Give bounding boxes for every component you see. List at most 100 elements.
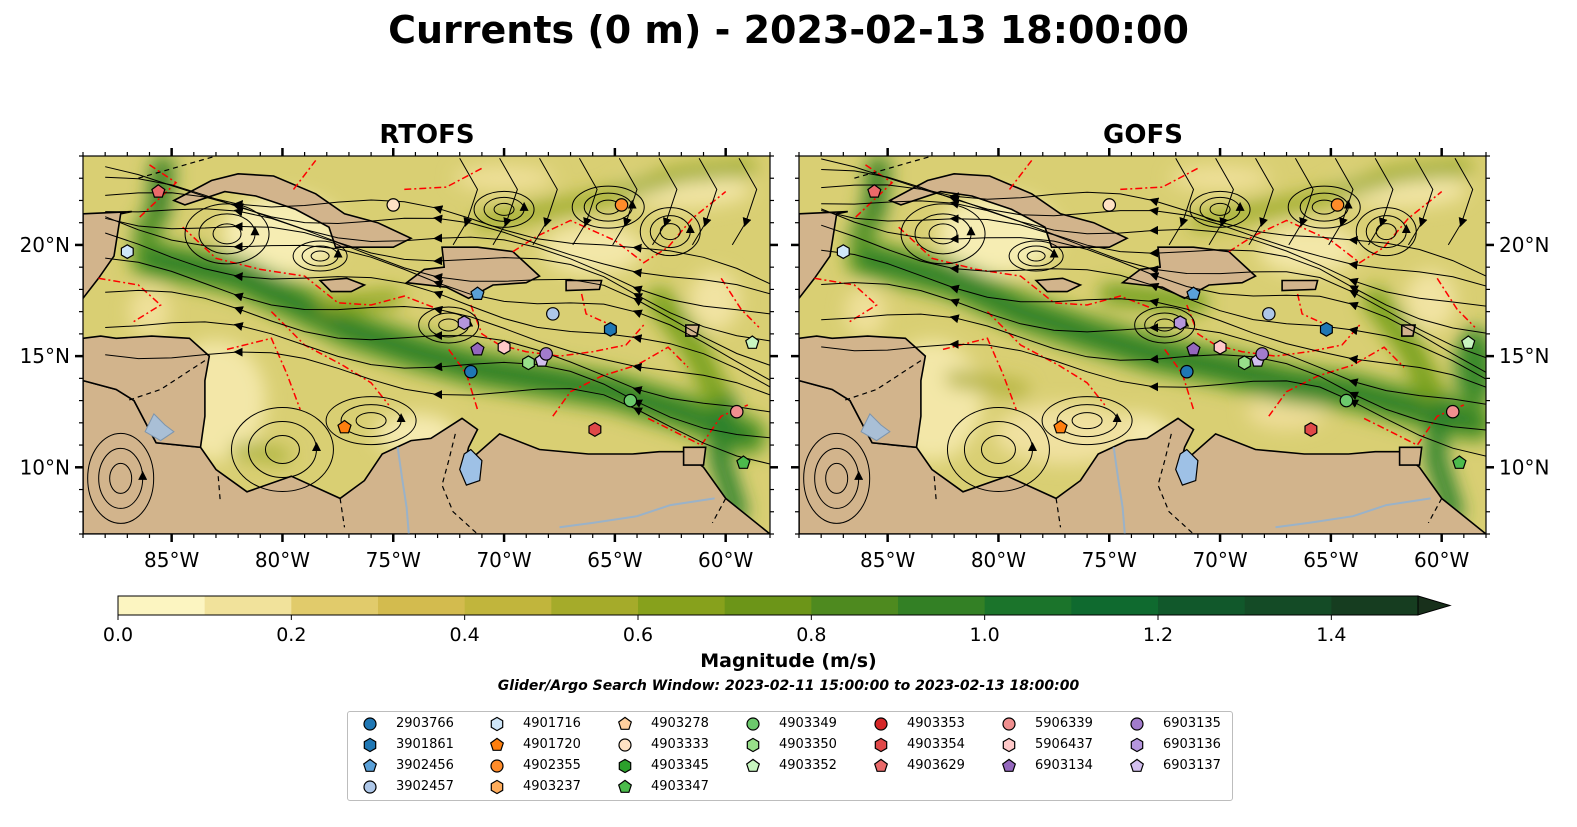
eez-boundary xyxy=(898,226,1150,308)
hexagon-marker-icon xyxy=(874,737,888,753)
rtofs-map-panel: 85°W 80°W 75°W 70°W 65°W 60°W 20°N 15°N 10°N xyxy=(20,148,778,572)
eez-boundary xyxy=(720,277,760,328)
pentagon-marker-icon xyxy=(873,758,889,772)
lon-tick-label: 85°W xyxy=(860,548,915,572)
legend-label: 6903137 xyxy=(1163,758,1221,773)
legend-label: 3902456 xyxy=(396,758,454,773)
float-marker-4903333 xyxy=(1102,198,1117,212)
float-marker-4903350 xyxy=(522,355,535,371)
legend-marker xyxy=(362,758,378,772)
pentagon-marker-icon xyxy=(745,758,761,772)
trinidad xyxy=(682,446,707,466)
legend-label: 4903349 xyxy=(779,716,837,731)
rtofs-panel-title: RTOFS xyxy=(379,120,475,150)
lon-tick-label: 85°W xyxy=(144,548,199,572)
eez-boundary xyxy=(404,166,485,191)
legend-label: 4903352 xyxy=(779,758,837,773)
float-marker-4901716 xyxy=(836,244,850,260)
lon-tick-label: 65°W xyxy=(587,548,642,572)
colorbar: 0.0 0.2 0.4 0.6 0.8 1.0 1.2 1.4 xyxy=(103,595,1452,646)
lon-tick-label: 80°W xyxy=(971,548,1026,572)
map-frame xyxy=(82,155,771,535)
legend-marker xyxy=(745,758,761,772)
float-marker-4903629 xyxy=(151,184,166,198)
lat-tick-label: 10°N xyxy=(1499,455,1549,479)
legend-marker xyxy=(490,716,504,732)
float-marker-3901861 xyxy=(603,321,617,337)
float-marker-3902457 xyxy=(1262,307,1276,321)
colorbar-segment xyxy=(898,596,986,615)
legend-marker xyxy=(1130,737,1144,753)
legend-marker xyxy=(363,737,377,753)
lon-tick-label: 60°W xyxy=(698,548,753,572)
eez-boundary xyxy=(1296,293,1323,324)
legend-label: 4901720 xyxy=(523,737,581,752)
colorbar-tick-label: 1.2 xyxy=(1143,624,1173,646)
legend-label: 3902457 xyxy=(396,779,454,794)
lon-tick-label: 65°W xyxy=(1303,548,1358,572)
legend-label: 4903333 xyxy=(651,737,709,752)
pentagon-marker-icon xyxy=(489,737,505,751)
guadeloupe xyxy=(1401,324,1417,337)
legend-label: 4903353 xyxy=(907,716,965,731)
eez-boundary xyxy=(1436,277,1476,328)
legend-label: 6903136 xyxy=(1163,737,1221,752)
colorbar-segment xyxy=(118,596,206,615)
lon-tick-label: 75°W xyxy=(366,548,421,572)
legend-label: 5906437 xyxy=(1035,737,1093,752)
lon-tick-label: 80°W xyxy=(255,548,310,572)
legend-label: 3901861 xyxy=(396,737,454,752)
eez-boundary xyxy=(512,191,727,264)
float-marker-4901720 xyxy=(337,419,352,434)
colorbar-frame xyxy=(117,595,1419,616)
colorbar-segment xyxy=(1331,596,1419,615)
colorbar-tick-label: 0.8 xyxy=(796,624,826,646)
eez-boundary xyxy=(814,277,878,324)
colorbar-label: Magnitude (m/s) xyxy=(700,650,877,672)
legend-marker xyxy=(617,779,633,793)
colorbar-segment xyxy=(984,596,1072,615)
map-frame xyxy=(798,155,1487,535)
eez-boundary xyxy=(226,337,301,410)
colorbar-segment xyxy=(811,596,899,615)
legend-label: 4903345 xyxy=(651,758,709,773)
float-marker-5906339 xyxy=(729,404,744,419)
float-marker-5906437 xyxy=(497,339,511,355)
legend-label: 4903354 xyxy=(907,737,965,752)
eez-boundary xyxy=(1268,346,1405,417)
legend-marker xyxy=(1001,758,1017,772)
float-marker-4903347 xyxy=(1452,455,1467,469)
jamaica xyxy=(1034,277,1083,293)
eez-boundary xyxy=(1008,159,1033,190)
jamaica xyxy=(318,277,367,293)
legend-label: 5906339 xyxy=(1035,716,1093,731)
pentagon-marker-icon xyxy=(617,779,633,793)
legend-marker xyxy=(874,717,888,731)
eez-boundary xyxy=(853,164,894,219)
lat-tick-label: 20°N xyxy=(20,233,70,257)
eez-boundary xyxy=(1363,404,1465,447)
current-streamlines xyxy=(803,157,1486,524)
circle-marker-icon xyxy=(618,738,632,752)
legend-marker xyxy=(874,737,888,753)
float-marker-4903354 xyxy=(1304,422,1318,437)
gofs-map-panel: 85°W 80°W 75°W 70°W 65°W 60°W 20°N 15°N 10°N xyxy=(791,148,1549,572)
pentagon-marker-icon xyxy=(1129,758,1145,772)
current-streamlines xyxy=(87,157,770,524)
colorbar-tick-label: 1.0 xyxy=(970,624,1000,646)
eez-boundary xyxy=(98,277,162,324)
pentagon-marker-icon xyxy=(362,758,378,772)
float-marker-2903766 xyxy=(464,364,478,379)
lat-tick-label: 15°N xyxy=(20,344,70,368)
colorbar-segment xyxy=(204,596,292,615)
hexagon-marker-icon xyxy=(1130,737,1144,753)
hexagon-marker-icon xyxy=(746,737,760,753)
lon-tick-label: 75°W xyxy=(1082,548,1137,572)
river xyxy=(1275,497,1431,529)
legend-marker xyxy=(1130,717,1144,731)
legend-marker xyxy=(617,716,633,730)
legend-marker xyxy=(363,717,377,731)
central-america-north xyxy=(799,335,927,449)
float-marker-4903349 xyxy=(1339,393,1354,408)
